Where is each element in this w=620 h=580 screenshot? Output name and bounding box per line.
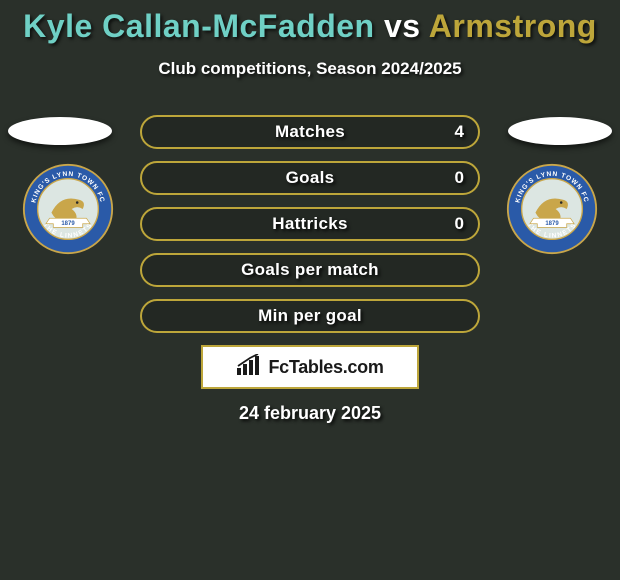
stat-rows: Matches 4 Goals 0 Hattricks 0 Goals per … bbox=[140, 115, 480, 333]
stat-right-value: 0 bbox=[455, 168, 464, 188]
club-crest-right: KING'S LYNN TOWN FC THE LINNETS 1879 bbox=[506, 163, 598, 255]
svg-text:1879: 1879 bbox=[61, 221, 75, 227]
brand-badge: FcTables.com bbox=[201, 345, 419, 389]
stat-label: Goals bbox=[286, 168, 335, 188]
stat-label: Hattricks bbox=[272, 214, 347, 234]
date-label: 24 february 2025 bbox=[0, 403, 620, 424]
stat-label: Matches bbox=[275, 122, 345, 142]
stat-right-value: 4 bbox=[455, 122, 464, 142]
title-player-left: Kyle Callan-McFadden bbox=[23, 8, 374, 44]
stat-row-goals: Goals 0 bbox=[140, 161, 480, 195]
title-vs: vs bbox=[384, 8, 421, 44]
bar-chart-icon bbox=[236, 354, 262, 381]
player-marker-right bbox=[508, 117, 612, 145]
stat-row-goals-per-match: Goals per match bbox=[140, 253, 480, 287]
stat-row-matches: Matches 4 bbox=[140, 115, 480, 149]
page-title: Kyle Callan-McFadden vs Armstrong bbox=[0, 8, 620, 45]
stat-row-min-per-goal: Min per goal bbox=[140, 299, 480, 333]
player-marker-left bbox=[8, 117, 112, 145]
stat-label: Min per goal bbox=[258, 306, 362, 326]
stat-row-hattricks: Hattricks 0 bbox=[140, 207, 480, 241]
stat-label: Goals per match bbox=[241, 260, 379, 280]
club-crest-left: KING'S LYNN TOWN FC THE LINNETS 1879 bbox=[22, 163, 114, 255]
stat-right-value: 0 bbox=[455, 214, 464, 234]
brand-text: FcTables.com bbox=[268, 357, 383, 378]
title-player-right: Armstrong bbox=[429, 8, 597, 44]
subtitle: Club competitions, Season 2024/2025 bbox=[0, 59, 620, 79]
comparison-card: Kyle Callan-McFadden vs Armstrong Club c… bbox=[0, 0, 620, 580]
stats-section: KING'S LYNN TOWN FC THE LINNETS 1879 bbox=[0, 115, 620, 333]
svg-text:1879: 1879 bbox=[545, 221, 559, 227]
